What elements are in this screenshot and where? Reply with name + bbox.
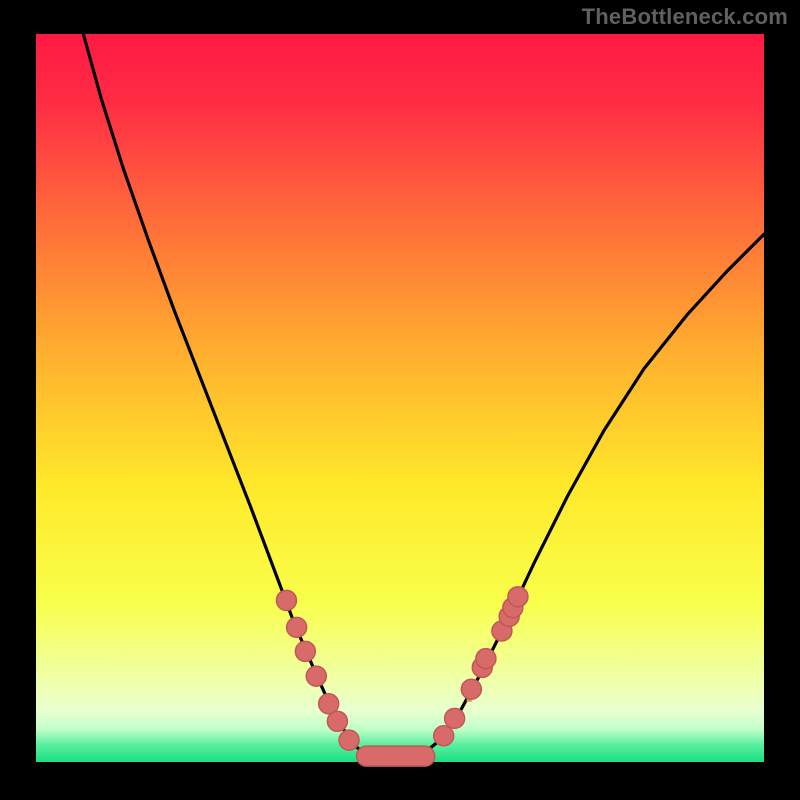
data-marker bbox=[306, 666, 326, 686]
watermark-text: TheBottleneck.com bbox=[582, 4, 788, 30]
plot-background bbox=[36, 34, 764, 762]
data-marker bbox=[295, 641, 315, 661]
data-marker bbox=[287, 617, 307, 637]
valley-bar bbox=[357, 746, 435, 766]
data-marker bbox=[476, 649, 496, 669]
data-marker bbox=[508, 587, 528, 607]
chart-container: TheBottleneck.com bbox=[0, 0, 800, 800]
data-marker bbox=[276, 590, 296, 610]
data-marker bbox=[461, 679, 481, 699]
data-marker bbox=[434, 726, 454, 746]
data-marker bbox=[445, 708, 465, 728]
data-marker bbox=[327, 711, 347, 731]
valley-markers bbox=[357, 746, 435, 766]
bottleneck-curve-chart bbox=[0, 0, 800, 800]
data-marker bbox=[339, 730, 359, 750]
